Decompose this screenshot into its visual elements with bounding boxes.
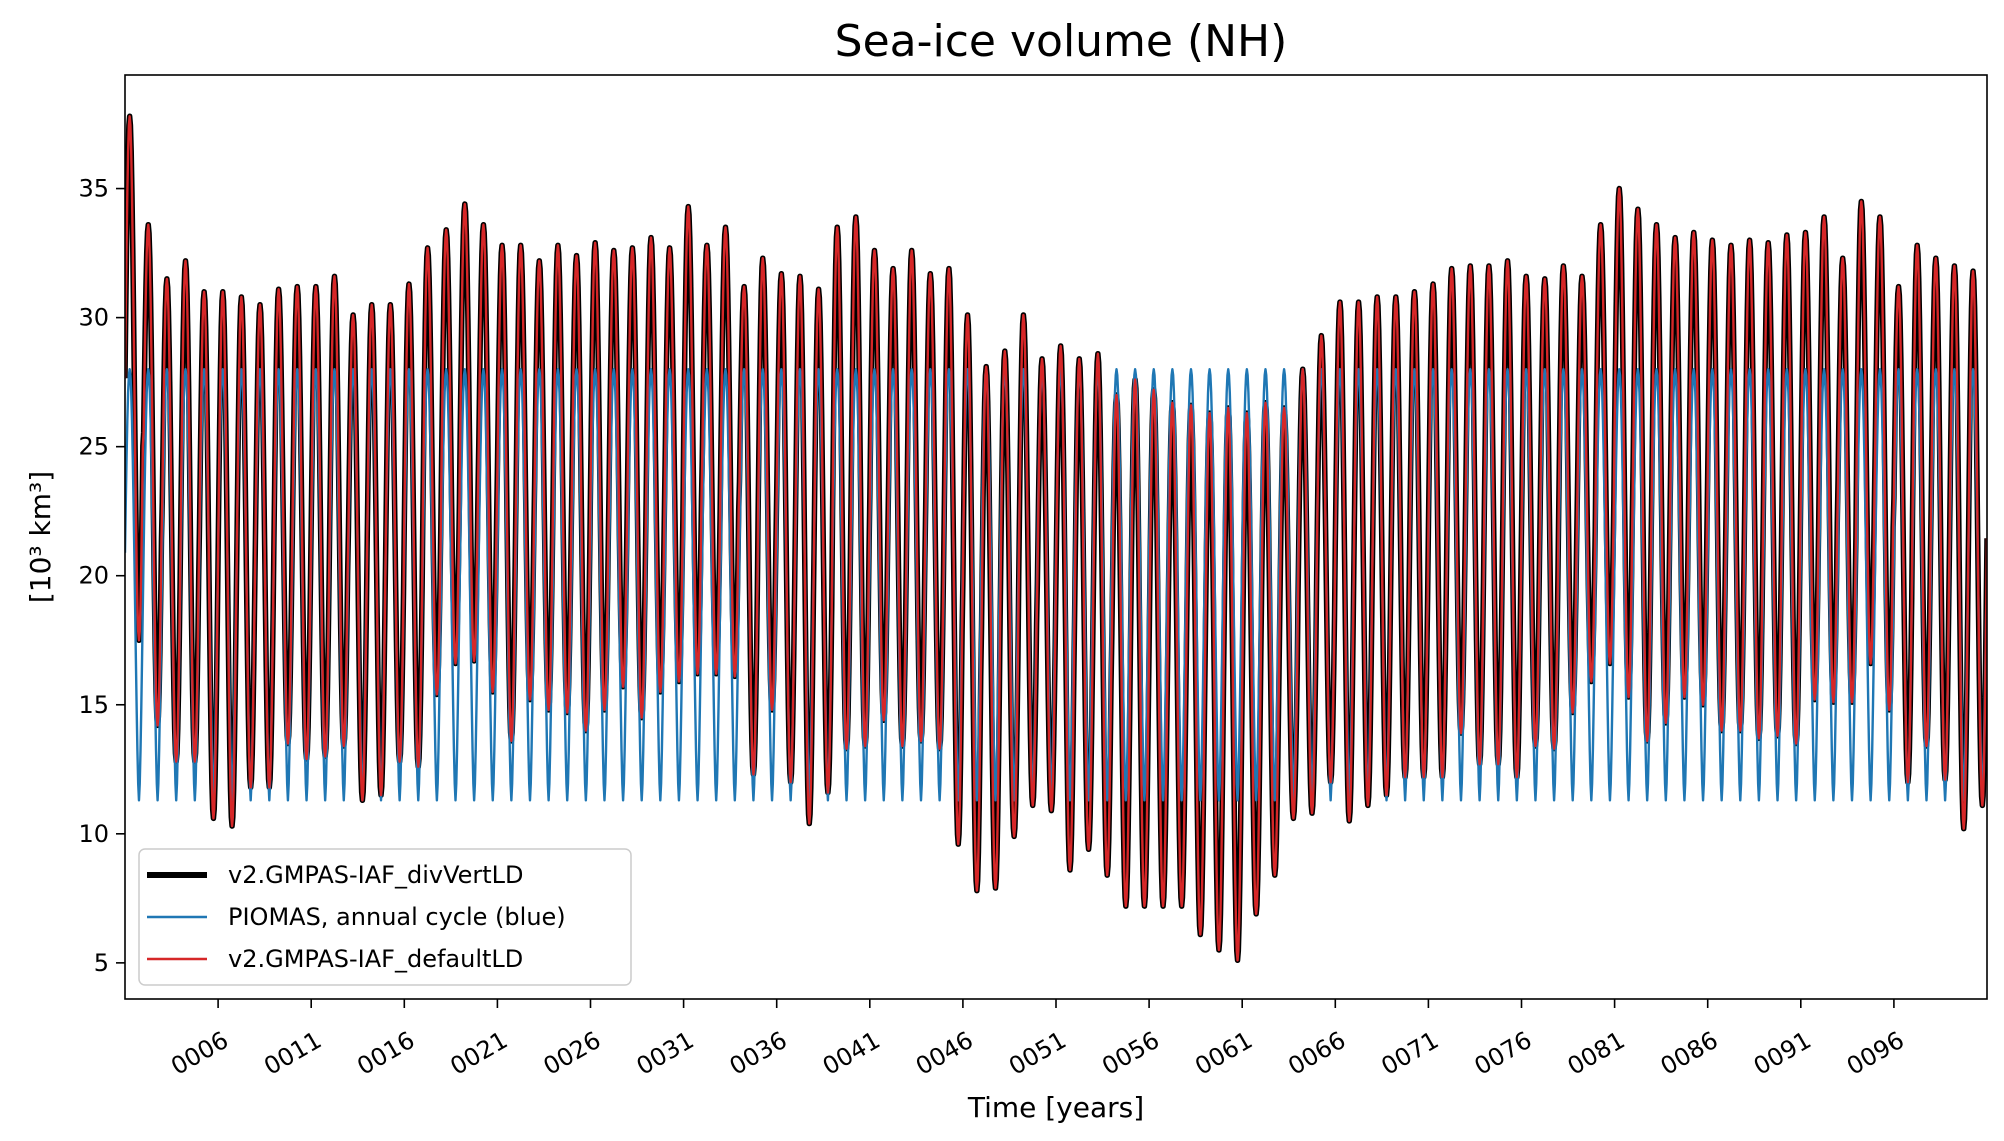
legend-box bbox=[138, 848, 632, 986]
y-axis-label: [10³ km³] bbox=[24, 471, 57, 603]
chart-title: Sea-ice volume (NH) bbox=[835, 16, 1288, 67]
y-tick-label: 10 bbox=[78, 820, 109, 848]
series-line-defaultld bbox=[125, 115, 1987, 962]
y-tick-label: 35 bbox=[78, 175, 109, 203]
y-tick-label: 5 bbox=[94, 949, 109, 977]
y-tick-label: 20 bbox=[78, 562, 109, 590]
legend-label-defaultld: v2.GMPAS-IAF_defaultLD bbox=[228, 945, 523, 973]
series-layer bbox=[125, 113, 1987, 964]
x-axis-label: Time [years] bbox=[967, 1091, 1144, 1124]
y-tick-label: 25 bbox=[78, 433, 109, 461]
y-tick-label: 15 bbox=[78, 691, 109, 719]
y-tick-label: 30 bbox=[78, 304, 109, 332]
plot-frame bbox=[124, 74, 1988, 1000]
legend: v2.GMPAS-IAF_divVertLD PIOMAS, annual cy… bbox=[138, 848, 632, 986]
legend-label-divvertld: v2.GMPAS-IAF_divVertLD bbox=[228, 861, 524, 889]
legend-label-piomas: PIOMAS, annual cycle (blue) bbox=[228, 903, 566, 931]
